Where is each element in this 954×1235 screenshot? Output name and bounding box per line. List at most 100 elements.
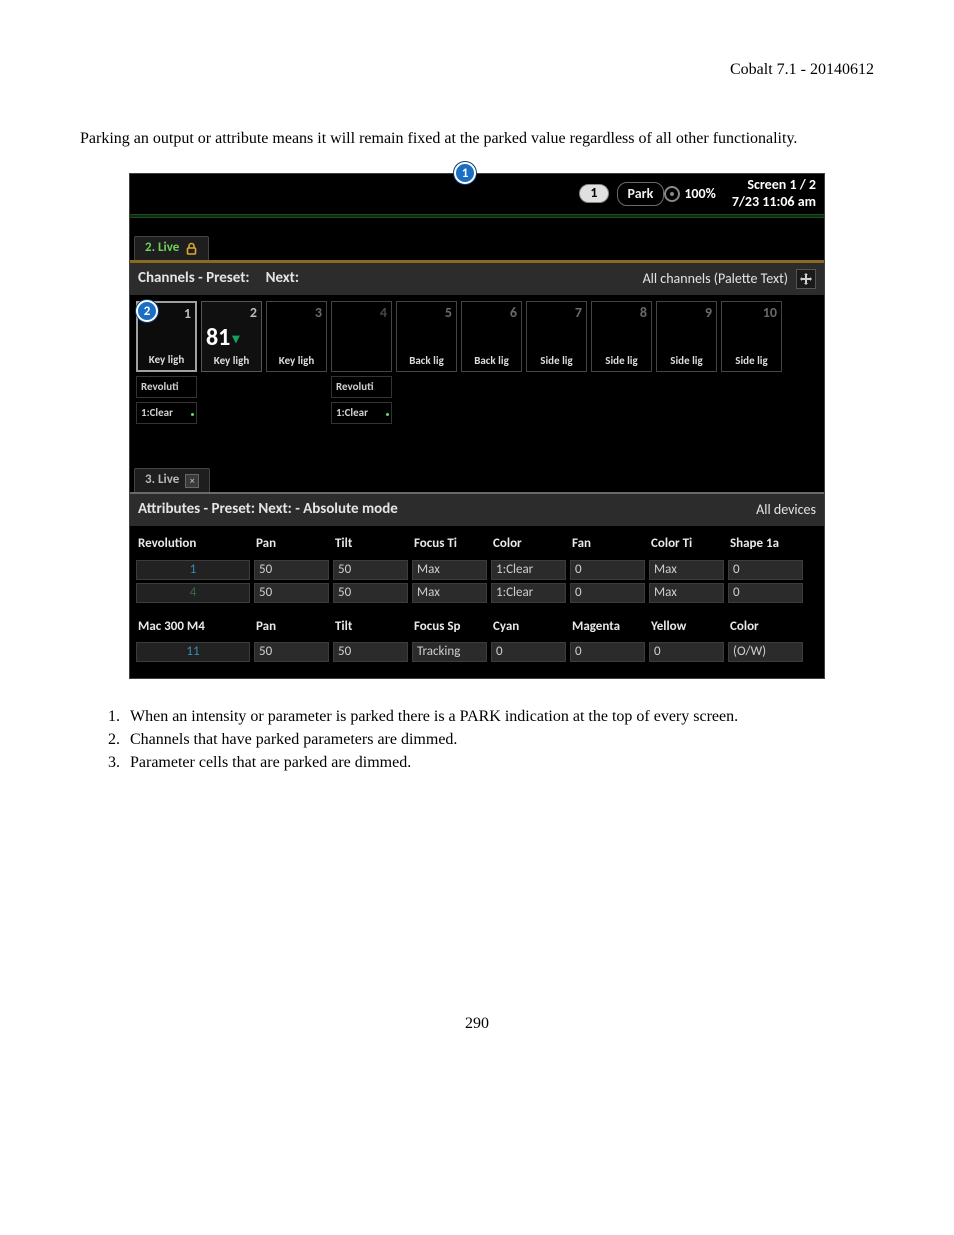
attr-cell[interactable]: 0: [491, 642, 566, 662]
attr-block-title: Mac 300 M4: [136, 617, 250, 640]
channel-label: Side lig: [722, 354, 781, 368]
attributes-area: Revolution 1 4 Pan 50 50 Tilt 50 50 Focu…: [130, 526, 824, 679]
live2-tab-label: 2. Live: [145, 240, 179, 257]
attr-cell[interactable]: Tracking: [412, 642, 487, 662]
channel-number: 9: [705, 304, 712, 322]
note-item: Parameter cells that are parked are dimm…: [124, 753, 874, 774]
channel-number: 2: [250, 304, 257, 322]
page-number: 290: [80, 1014, 874, 1035]
channel-label: Side lig: [657, 354, 716, 368]
attr-cell[interactable]: 50: [254, 583, 329, 603]
channel-number: 1: [184, 305, 191, 323]
channel-number: 5: [445, 304, 452, 322]
attr-cell[interactable]: 50: [333, 583, 408, 603]
topbar-page-badge[interactable]: 1: [579, 184, 608, 203]
channel-subcell: Revoluti: [136, 376, 197, 398]
attr-col-head: Focus Sp: [412, 617, 487, 640]
attr-col-head: Tilt: [333, 617, 408, 640]
attr-col-head: Tilt: [333, 534, 408, 557]
attr-cell[interactable]: 0: [570, 583, 645, 603]
attr-cell[interactable]: 50: [254, 560, 329, 580]
topbar-screen-info: Screen 1 / 2 7/23 11:06 am: [732, 177, 816, 211]
attributes-header-right: All devices: [756, 501, 816, 519]
attr-col-head: Color: [728, 617, 803, 640]
channel-cell[interactable]: 10 Side lig: [721, 301, 782, 372]
park-indicator[interactable]: Park: [617, 182, 665, 206]
live3-tab[interactable]: 3. Live ×: [134, 468, 210, 492]
eye-icon: [664, 186, 680, 202]
attr-cell[interactable]: Max: [649, 583, 724, 603]
attr-row-id[interactable]: 1: [136, 560, 250, 580]
channel-number: 10: [763, 304, 777, 322]
attributes-header-left: Attributes - Preset: Next: - Absolute mo…: [138, 500, 398, 520]
close-icon[interactable]: ×: [185, 474, 199, 488]
attr-cell[interactable]: 50: [333, 642, 408, 662]
app-screenshot: 1 1 Park 100% Screen 1 / 2 7/23 11:06 am…: [129, 173, 825, 680]
channel-cell[interactable]: 4: [331, 301, 392, 372]
attr-col-head: Fan: [570, 534, 645, 557]
attr-cell[interactable]: 0: [570, 642, 645, 662]
attr-cell[interactable]: Max: [412, 560, 487, 580]
attr-cell[interactable]: 50: [333, 560, 408, 580]
channel-label: Back lig: [462, 354, 521, 368]
channel-subcell: 1:Clear: [331, 402, 392, 424]
attr-cell[interactable]: 0: [570, 560, 645, 580]
channel-cell[interactable]: 8 Side lig: [591, 301, 652, 372]
attr-cell[interactable]: 1:Clear: [491, 583, 566, 603]
channel-cell[interactable]: 6 Back lig: [461, 301, 522, 372]
channels-next-label: Next:: [266, 269, 299, 289]
channel-label: Back lig: [397, 354, 456, 368]
channel-label: Key ligh: [138, 353, 195, 367]
note-item: When an intensity or parameter is parked…: [124, 707, 874, 728]
attr-row-id[interactable]: 11: [136, 642, 250, 662]
live2-tab-row: 2. Live: [130, 236, 824, 262]
topbar-screen-line1: Screen 1 / 2: [732, 177, 816, 194]
channels-header: Channels - Preset: Next: All channels (P…: [130, 262, 824, 295]
attr-cell[interactable]: Max: [649, 560, 724, 580]
live2-tab[interactable]: 2. Live: [134, 236, 209, 260]
callout-1: 1: [454, 162, 476, 184]
attr-col-head: Focus Ti: [412, 534, 487, 557]
attr-cell[interactable]: (O/W): [728, 642, 803, 662]
channel-cell[interactable]: 2 81▾ Key ligh: [201, 301, 262, 372]
attr-col-head: Cyan: [491, 617, 566, 640]
attr-cell[interactable]: 0: [649, 642, 724, 662]
callout-2: 2: [136, 300, 158, 322]
channels-right-label: All channels (Palette Text): [643, 270, 788, 288]
attr-cell[interactable]: 50: [254, 642, 329, 662]
channel-cell[interactable]: 7 Side lig: [526, 301, 587, 372]
channel-number: 6: [510, 304, 517, 322]
channel-value: 81▾: [206, 322, 239, 353]
channel-label: Side lig: [592, 354, 651, 368]
channel-number: 3: [315, 304, 322, 322]
attr-col-head: Yellow: [649, 617, 724, 640]
attr-col-head: Pan: [254, 534, 329, 557]
lock-icon: [185, 242, 198, 255]
attr-block-title: Revolution: [136, 534, 250, 557]
attr-col-head: Color Ti: [649, 534, 724, 557]
channel-subcell: 1:Clear: [136, 402, 197, 424]
channel-subcell: Revoluti: [331, 376, 392, 398]
topbar-percent: 100%: [684, 185, 716, 203]
topbar-screen-line2: 7/23 11:06 am: [732, 194, 816, 211]
attr-block-revolution: Revolution 1 4 Pan 50 50 Tilt 50 50 Focu…: [136, 534, 818, 603]
attr-cell[interactable]: 1:Clear: [491, 560, 566, 580]
channel-cell[interactable]: 5 Back lig: [396, 301, 457, 372]
note-item: Channels that have parked parameters are…: [124, 730, 874, 751]
attr-cell[interactable]: Max: [412, 583, 487, 603]
channel-cell[interactable]: 9 Side lig: [656, 301, 717, 372]
attr-row-id[interactable]: 4: [136, 583, 250, 603]
move-icon[interactable]: [796, 269, 816, 289]
channel-cell[interactable]: 3 Key ligh: [266, 301, 327, 372]
doc-version-header: Cobalt 7.1 - 20140612: [80, 60, 874, 81]
intro-paragraph: Parking an output or attribute means it …: [80, 129, 874, 149]
channel-label: Side lig: [527, 354, 586, 368]
attr-cell[interactable]: 0: [728, 583, 803, 603]
live3-tab-label: 3. Live: [145, 472, 179, 489]
attributes-header: Attributes - Preset: Next: - Absolute mo…: [130, 494, 824, 526]
channel-number: 8: [640, 304, 647, 322]
notes-list: When an intensity or parameter is parked…: [80, 707, 874, 773]
attr-cell[interactable]: 0: [728, 560, 803, 580]
attr-block-mac300: Mac 300 M4 11 Pan 50 Tilt 50 Focus Sp Tr…: [136, 617, 818, 663]
channel-area: 2 1 Key ligh Revoluti 1:Clear 2 81▾: [130, 295, 824, 451]
